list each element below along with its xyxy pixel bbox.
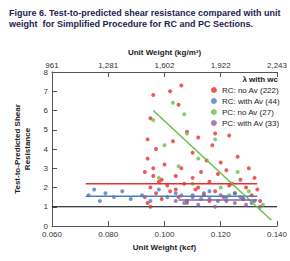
svg-text:2,243: 2,243 — [267, 61, 288, 70]
svg-text:1,281: 1,281 — [98, 61, 119, 70]
svg-text:Resistance: Resistance — [23, 127, 32, 170]
svg-text:961: 961 — [45, 61, 59, 70]
svg-text:λ with wc: λ with wc — [242, 75, 278, 84]
svg-text:3: 3 — [44, 164, 49, 173]
svg-text:RC: with Av (44): RC: with Av (44) — [222, 97, 280, 106]
svg-text:Unit Weight (kcf): Unit Weight (kcf) — [133, 243, 197, 252]
svg-text:1,602: 1,602 — [154, 61, 175, 70]
svg-text:0: 0 — [43, 221, 48, 231]
svg-text:Unit Weight (kg/m³): Unit Weight (kg/m³) — [128, 48, 202, 57]
svg-text:0.140: 0.140 — [267, 230, 288, 239]
svg-text:PC: with Av (33): PC: with Av (33) — [222, 119, 280, 128]
svg-text:weight for Simplified Procedu: weight for Simplified Procedure for RC a… — [8, 19, 253, 29]
svg-text:0.100: 0.100 — [154, 230, 175, 239]
svg-text:Figure 6. Test-to-predicted sh: Figure 6. Test-to-predicted shear resist… — [9, 8, 283, 18]
svg-text:6: 6 — [44, 106, 49, 115]
svg-text:2: 2 — [44, 183, 49, 192]
svg-text:PC: no Av (27): PC: no Av (27) — [222, 108, 274, 117]
svg-text:8: 8 — [43, 67, 48, 77]
svg-text:0.120: 0.120 — [211, 230, 232, 239]
svg-text:4: 4 — [44, 145, 49, 154]
svg-text:0.080: 0.080 — [98, 230, 119, 239]
svg-text:1: 1 — [44, 202, 49, 211]
svg-text:Test-to-Predicted Shear: Test-to-Predicted Shear — [13, 104, 22, 194]
svg-text:RC: no Av (222): RC: no Av (222) — [222, 86, 279, 95]
svg-text:0.060: 0.060 — [42, 230, 63, 239]
svg-text:1,922: 1,922 — [211, 61, 232, 70]
svg-text:7: 7 — [44, 87, 49, 96]
svg-text:5: 5 — [44, 125, 49, 134]
